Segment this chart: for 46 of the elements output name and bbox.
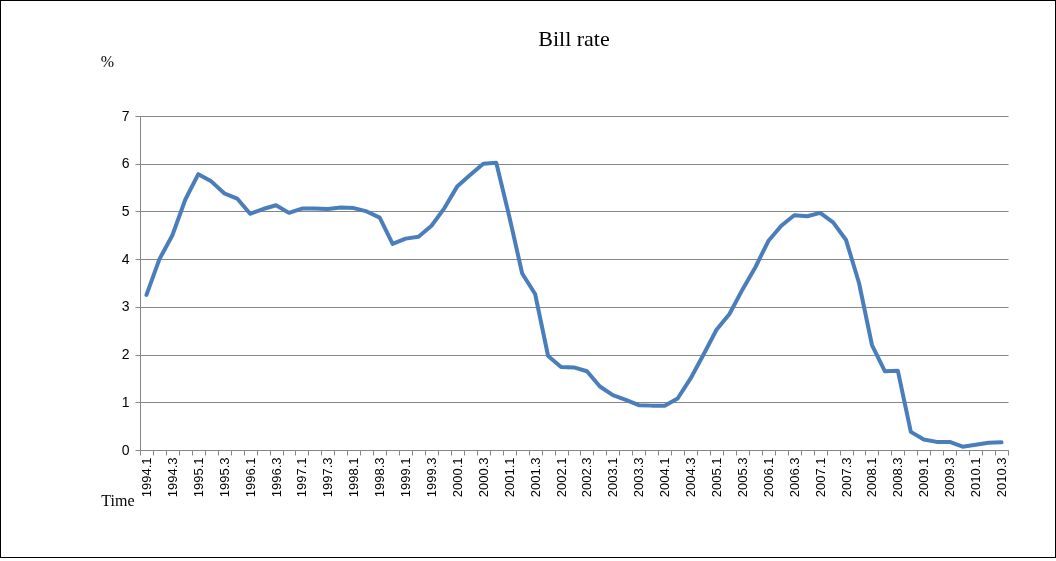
y-tick-label: 1 bbox=[121, 393, 130, 410]
x-tick-label: 1998.1 bbox=[346, 457, 362, 498]
y-tick-label: 4 bbox=[121, 250, 130, 267]
y-tick-label: 2 bbox=[121, 346, 130, 363]
x-tick-label: 2002.1 bbox=[553, 457, 569, 498]
x-tick-label: 2005.3 bbox=[734, 457, 750, 498]
x-tick-label: 2008.1 bbox=[864, 457, 880, 498]
x-tick-label: 2006.3 bbox=[786, 457, 802, 498]
x-tick-label: 2007.3 bbox=[838, 457, 854, 498]
x-tick-label: 2004.3 bbox=[683, 457, 699, 498]
x-tick-label: 2006.1 bbox=[760, 457, 776, 498]
y-tick-label: 5 bbox=[121, 202, 130, 219]
x-tick-label: 2009.3 bbox=[942, 457, 958, 498]
x-tick-label: 2004.1 bbox=[657, 457, 673, 498]
x-tick-label: 1999.1 bbox=[398, 457, 414, 498]
x-tick-label: 2003.1 bbox=[605, 457, 621, 498]
x-tick-label: 1995.3 bbox=[216, 457, 232, 498]
x-tick-label: 2003.3 bbox=[631, 457, 647, 498]
chart-title: Bill rate bbox=[538, 26, 610, 51]
x-tick-label: 2010.3 bbox=[994, 457, 1010, 498]
x-tick-label: 2005.1 bbox=[709, 457, 725, 498]
y-tick-label: 6 bbox=[121, 155, 130, 172]
x-tick-label: 2002.3 bbox=[579, 457, 595, 498]
x-tick-label: 2000.1 bbox=[449, 457, 465, 498]
x-tick-label: 1996.1 bbox=[242, 457, 258, 498]
x-tick-label: 2009.1 bbox=[916, 457, 932, 498]
x-tick-label: 1996.3 bbox=[268, 457, 284, 498]
y-axis-title: % bbox=[100, 52, 115, 70]
x-tick-label: 1994.3 bbox=[164, 457, 180, 498]
x-tick-label: 1994.1 bbox=[138, 457, 154, 498]
x-tick-label: 2008.3 bbox=[890, 457, 906, 498]
x-tick-label: 2010.1 bbox=[968, 457, 984, 498]
y-tick-label: 7 bbox=[121, 107, 130, 124]
y-tick-label: 0 bbox=[121, 441, 130, 458]
x-tick-label: 1995.1 bbox=[190, 457, 206, 498]
x-tick-label: 1999.3 bbox=[423, 457, 439, 498]
line-series bbox=[144, 160, 1004, 449]
x-tick-label: 2001.3 bbox=[527, 457, 543, 498]
y-tick-label: 3 bbox=[121, 298, 130, 315]
x-axis-title: Time bbox=[101, 491, 135, 509]
x-tick-label: 1997.1 bbox=[294, 457, 310, 498]
x-tick-label: 1998.3 bbox=[372, 457, 388, 498]
x-tick-label: 2001.1 bbox=[501, 457, 517, 498]
x-tick-label: 1997.3 bbox=[320, 457, 336, 498]
x-tick-label: 2000.3 bbox=[475, 457, 491, 498]
x-tick-label: 2007.1 bbox=[812, 457, 828, 498]
